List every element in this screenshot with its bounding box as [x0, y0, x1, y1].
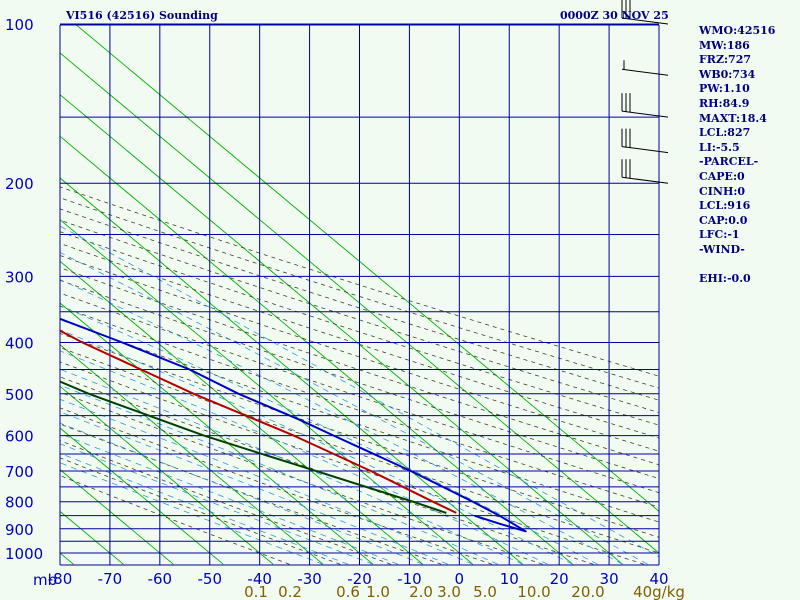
moist-adiabat-line	[60, 452, 349, 565]
pressure-tick-label: 900	[5, 521, 34, 539]
pressure-tick-label: 500	[5, 386, 34, 404]
temperature-tick-label: -10	[397, 570, 422, 588]
isotherm-line	[60, 385, 274, 565]
isotherm-line	[60, 219, 474, 565]
stat-line: PW:1.10	[699, 82, 750, 96]
station-title: VI516 (42516) Sounding	[66, 9, 218, 22]
stat-line	[699, 258, 799, 273]
moist-adiabat-line	[60, 305, 598, 565]
temperature-tick-label: 30	[600, 570, 619, 588]
mixing-ratio-label: 10.0	[517, 583, 550, 600]
moist-adiabat-line	[60, 368, 523, 565]
temperature-tick-label: -20	[347, 570, 372, 588]
moist-adiabat-line	[60, 279, 623, 565]
mixing-ratio-label: 1.0	[366, 583, 390, 600]
sounding-indices-panel: WMO:42516 MW:186 FRZ:727 WB0:734 PW:1.10 RH:8…	[699, 24, 799, 287]
temperature-tick-label: -60	[148, 570, 173, 588]
moist-adiabat-line	[60, 411, 448, 565]
temperature-tick-label: 40	[649, 570, 668, 588]
moist-adiabat-line	[60, 433, 399, 565]
moist-adiabat-line	[60, 350, 548, 565]
isotherm-line	[60, 302, 374, 565]
temperature-tick-label: 0	[455, 570, 465, 588]
temperature-tick-label: -70	[98, 570, 123, 588]
mixing-ratio-label: 3.0	[437, 583, 461, 600]
pressure-tick-label: 800	[5, 494, 34, 512]
moist-adiabat-line	[60, 252, 648, 565]
dry-adiabat-line	[60, 457, 341, 565]
pressure-tick-label: 100	[5, 16, 34, 34]
mixing-ratio-label: 5.0	[473, 583, 497, 600]
pressure-tick-label: 600	[5, 428, 34, 446]
wind-barb-staff	[621, 68, 669, 76]
mixing-ratio-label: 0.2	[278, 583, 302, 600]
isotherm-line	[60, 135, 573, 565]
time-title: 0000Z 30 NOV 25	[560, 9, 669, 22]
dry-adiabat-line	[60, 475, 290, 565]
stat-line: RH:84.9	[699, 96, 750, 110]
pressure-tick-label: 400	[5, 334, 34, 352]
pressure-tick-label: 1000	[5, 545, 43, 563]
stat-line: LCL:916	[699, 199, 751, 213]
dry-adiabat-line	[60, 407, 493, 565]
moist-adiabat-line	[60, 384, 498, 565]
stat-line: CAP:0.0	[699, 213, 748, 227]
isotherm-line	[75, 25, 659, 512]
stat-line: CINH:0	[699, 184, 746, 198]
mixing-ratio-label: 20.0	[571, 583, 604, 600]
dry-adiabat-line	[60, 347, 659, 554]
pressure-tick-label: 300	[5, 268, 34, 286]
stat-line: LFC:-1	[699, 228, 740, 242]
stat-line: LI:-5.5	[699, 140, 740, 154]
temperature-tick-label: -40	[247, 570, 272, 588]
stat-line: CAPE:0	[699, 169, 745, 183]
mixing-ratio-label: 40g/kg	[633, 583, 685, 600]
moist-adiabat-line	[60, 225, 659, 558]
stat-line: MAXT:18.4	[699, 111, 767, 125]
mixing-ratio-label: 0.1	[244, 583, 268, 600]
dry-adiabat-line	[60, 361, 644, 565]
moist-adiabat-line	[60, 443, 374, 565]
moist-adiabat-line	[60, 422, 423, 565]
temperature-tick-label: 10	[500, 570, 519, 588]
stat-line: MW:186	[699, 38, 750, 52]
pressure-tick-label: 700	[5, 463, 34, 481]
temperature-tick-label: -50	[198, 570, 223, 588]
dry-adiabat-line	[60, 423, 442, 565]
pressure-tick-label: 200	[5, 175, 34, 193]
pressure-unit-label: mb	[33, 571, 57, 589]
stat-line: -WIND-	[699, 242, 745, 256]
temperature-tick-label: 20	[550, 570, 569, 588]
dewpoint-line	[60, 380, 447, 514]
moist-adiabat-line	[60, 462, 324, 565]
stat-line: LCL:827	[699, 126, 751, 140]
isotherm-line	[60, 427, 224, 565]
stat-line: WMO:42516	[699, 24, 776, 37]
temperature-tick-label: -80	[48, 570, 73, 588]
stat-line: WB0:734	[699, 67, 756, 81]
isotherm-line	[60, 94, 623, 565]
isotherm-line	[60, 52, 659, 554]
temperature-line	[60, 329, 457, 514]
isotherm-line	[60, 469, 174, 565]
stat-line: FRZ:727	[699, 53, 752, 67]
temperature-tick-label: -30	[297, 570, 322, 588]
mixing-ratio-label: 0.6	[336, 583, 360, 600]
dry-adiabat-line	[60, 391, 543, 565]
stat-line: EHI:-0.0	[699, 272, 751, 286]
parcel-line	[60, 317, 527, 533]
mixing-ratio-label: 2.0	[409, 583, 433, 600]
stat-line: -PARCEL-	[699, 155, 759, 169]
